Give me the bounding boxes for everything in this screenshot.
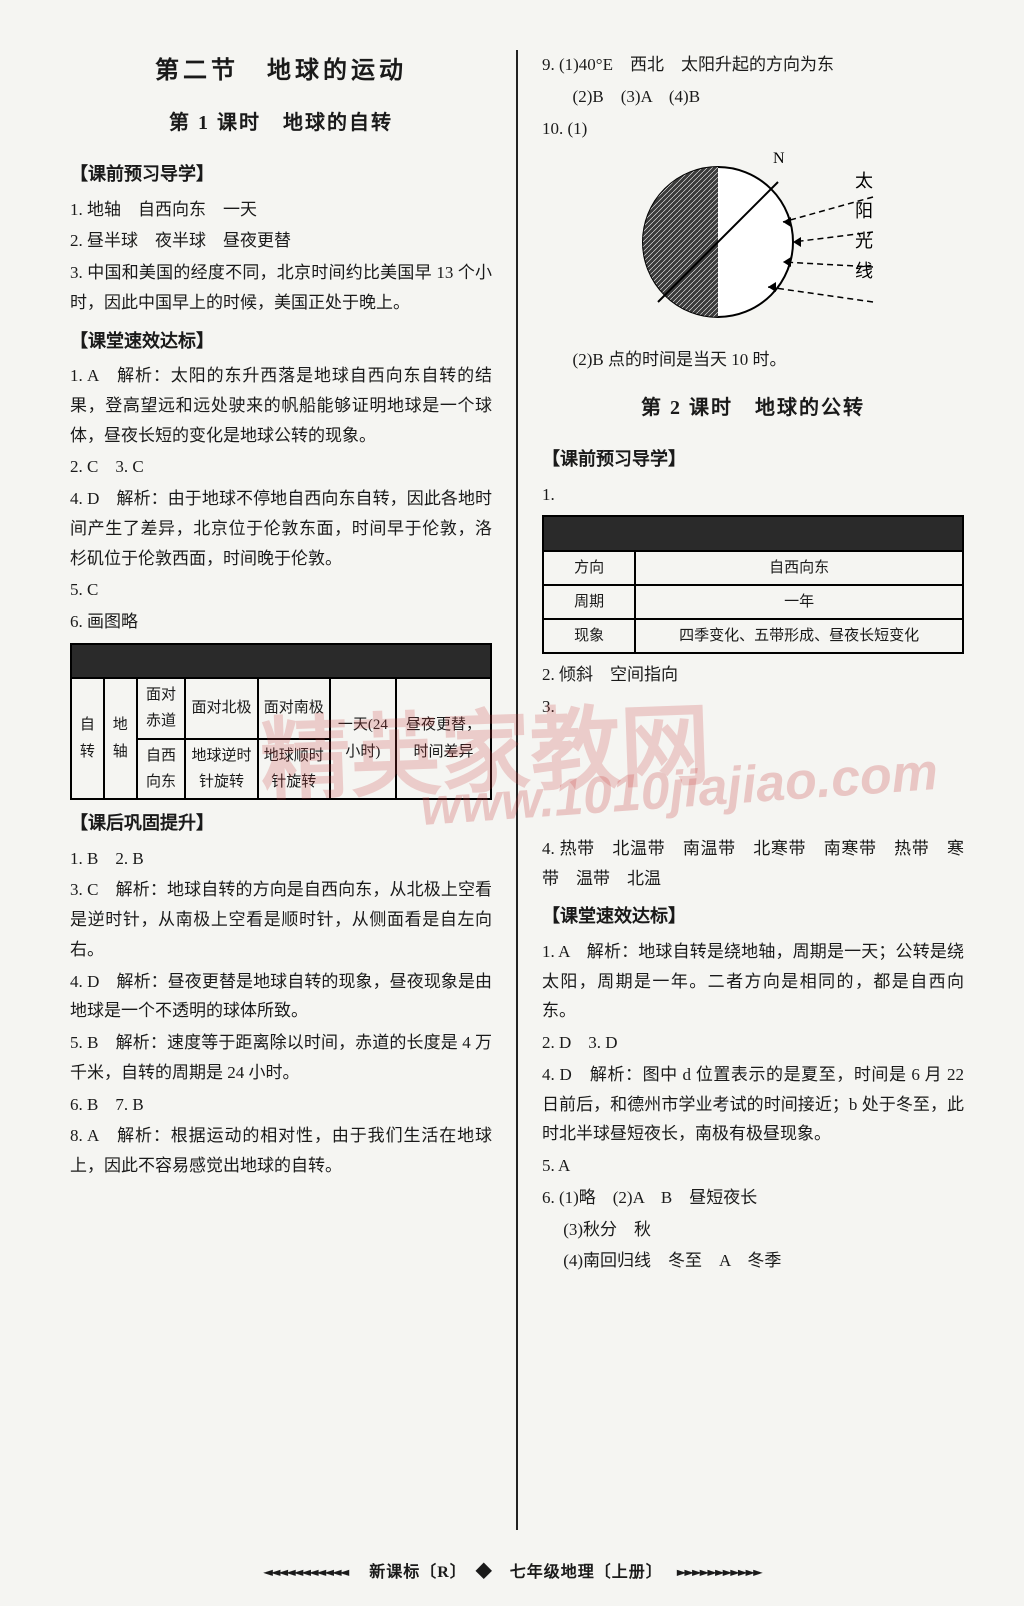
blank-space (542, 724, 964, 834)
text-line: 5. B 解析：速度等于距离除以时间，赤道的长度是 4 万千米，自转的周期是 2… (70, 1028, 492, 1088)
sun-label: 光 (855, 231, 873, 251)
table-cell: 面对南极 (258, 678, 330, 739)
section-title: 第二节 地球的运动 (70, 50, 492, 92)
left-column: 第二节 地球的运动 第 1 课时 地球的自转 【课前预习导学】 1. 地轴 自西… (70, 50, 492, 1530)
table-row: 自转 地轴 面对赤道 面对北极 面对南极 一天(24 小时) 昼夜更替，时间差异 (71, 678, 491, 739)
table-cell: 昼夜更替，时间差异 (396, 678, 491, 799)
text-line: 5. A (542, 1151, 964, 1181)
rotation-table: 自转 地轴 面对赤道 面对北极 面对南极 一天(24 小时) 昼夜更替，时间差异… (70, 643, 492, 800)
text-line: 4. D 解析：昼夜更替是地球自转的现象，昼夜现象是由地球是一个不透明的球体所致… (70, 967, 492, 1027)
preview-heading: 【课前预习导学】 (542, 444, 964, 476)
sun-label: 阳 (855, 201, 873, 221)
table-cell: 面对赤道 (137, 678, 186, 739)
post-heading: 【课后巩固提升】 (70, 808, 492, 840)
text-line: 6. B 7. B (70, 1090, 492, 1120)
table-cell: 四季变化、五带形成、昼夜长短变化 (635, 619, 963, 653)
table-cell: 自西向东 (635, 551, 963, 585)
table-cell: 地球逆时针旋转 (185, 739, 257, 800)
column-divider (516, 50, 518, 1530)
text-line: 1. (542, 480, 964, 510)
class-heading: 【课堂速效达标】 (542, 901, 964, 933)
text-line: 2. 倾斜 空间指向 (542, 660, 964, 690)
text-line: 3. (542, 692, 964, 722)
sun-label: 线 (855, 261, 873, 281)
text-line: 6. (1)略 (2)A B 昼短夜长 (542, 1183, 964, 1213)
text-line: 10. (1) (542, 114, 964, 144)
text-line: 3. C 解析：地球自转的方向是自西向东，从北极上空看是逆时针，从南极上空看是顺… (70, 875, 492, 964)
table-cell: 地轴 (104, 678, 137, 799)
text-line: 2. C 3. C (70, 452, 492, 482)
text-line: 4. D 解析：图中 d 位置表示的是夏至，时间是 6 月 22 日前后，和德州… (542, 1060, 964, 1149)
text-line: 2. D 3. D (542, 1028, 964, 1058)
text-line: 1. A 解析：地球自转是绕地轴，周期是一天；公转是绕太阳，周期是一年。二者方向… (542, 937, 964, 1026)
table-row: 现象 四季变化、五带形成、昼夜长短变化 (543, 619, 963, 653)
text-line: (2)B (3)A (4)B (542, 82, 964, 112)
text-line: (2)B 点的时间是当天 10 时。 (542, 345, 964, 375)
table-header-bar (543, 516, 963, 550)
table-header-bar (71, 644, 491, 678)
text-line: 1. 地轴 自西向东 一天 (70, 195, 492, 225)
text-line: 5. C (70, 575, 492, 605)
text-line: 6. 画图略 (70, 607, 492, 637)
right-column: 9. (1)40°E 西北 太阳升起的方向为东 (2)B (3)A (4)B 1… (542, 50, 964, 1530)
table-cell: 面对北极 (185, 678, 257, 739)
arrow-decor-icon: ◄◄◄◄◄◄◄◄◄◄◄ (263, 1562, 347, 1581)
preview-heading: 【课前预习导学】 (70, 159, 492, 191)
north-label: N (773, 150, 785, 167)
text-line: 4. 热带 北温带 南温带 北寒带 南寒带 热带 寒带 温带 北温 (542, 834, 964, 894)
footer-text: 新课标〔R〕 ◆ 七年级地理〔上册〕 (352, 1564, 672, 1581)
table-cell: 周期 (543, 585, 635, 619)
page-footer: ◄◄◄◄◄◄◄◄◄◄◄ 新课标〔R〕 ◆ 七年级地理〔上册〕 ►►►►►►►►►… (0, 1558, 1024, 1582)
earth-diagram-icon: N 太 阳 光 线 (623, 147, 883, 337)
arrow-decor-icon: ►►►►►►►►►►► (677, 1562, 761, 1581)
text-line: 9. (1)40°E 西北 太阳升起的方向为东 (542, 50, 964, 80)
lesson-title: 第 2 课时 地球的公转 (542, 391, 964, 426)
text-line: 4. D 解析：由于地球不停地自西向东自转，因此各地时间产生了差异，北京位于伦敦… (70, 484, 492, 573)
text-line: 3. 中国和美国的经度不同，北京时间约比美国早 13 个小时，因此中国早上的时候… (70, 258, 492, 318)
table-cell: 方向 (543, 551, 635, 585)
table-row: 周期 一年 (543, 585, 963, 619)
table-cell: 自转 (71, 678, 104, 799)
table-cell: 地球顺时针旋转 (258, 739, 330, 800)
text-line: 1. B 2. B (70, 844, 492, 874)
revolution-table: 方向 自西向东 周期 一年 现象 四季变化、五带形成、昼夜长短变化 (542, 515, 964, 654)
table-cell: 现象 (543, 619, 635, 653)
class-heading: 【课堂速效达标】 (70, 326, 492, 358)
text-line: 2. 昼半球 夜半球 昼夜更替 (70, 226, 492, 256)
table-row: 方向 自西向东 (543, 551, 963, 585)
sun-label: 太 (855, 171, 873, 191)
page-container: 第二节 地球的运动 第 1 课时 地球的自转 【课前预习导学】 1. 地轴 自西… (70, 50, 964, 1530)
text-line: (3)秋分 秋 (542, 1215, 964, 1245)
text-line: 8. A 解析：根据运动的相对性，由于我们生活在地球上，因此不容易感觉出地球的自… (70, 1121, 492, 1181)
table-cell: 一天(24 小时) (330, 678, 396, 799)
text-line: (4)南回归线 冬至 A 冬季 (542, 1246, 964, 1276)
text-line: 1. A 解析：太阳的东升西落是地球自西向东自转的结果，登高望远和远处驶来的帆船… (70, 361, 492, 450)
table-cell: 一年 (635, 585, 963, 619)
lesson-title: 第 1 课时 地球的自转 (70, 106, 492, 141)
table-cell: 自西向东 (137, 739, 186, 800)
